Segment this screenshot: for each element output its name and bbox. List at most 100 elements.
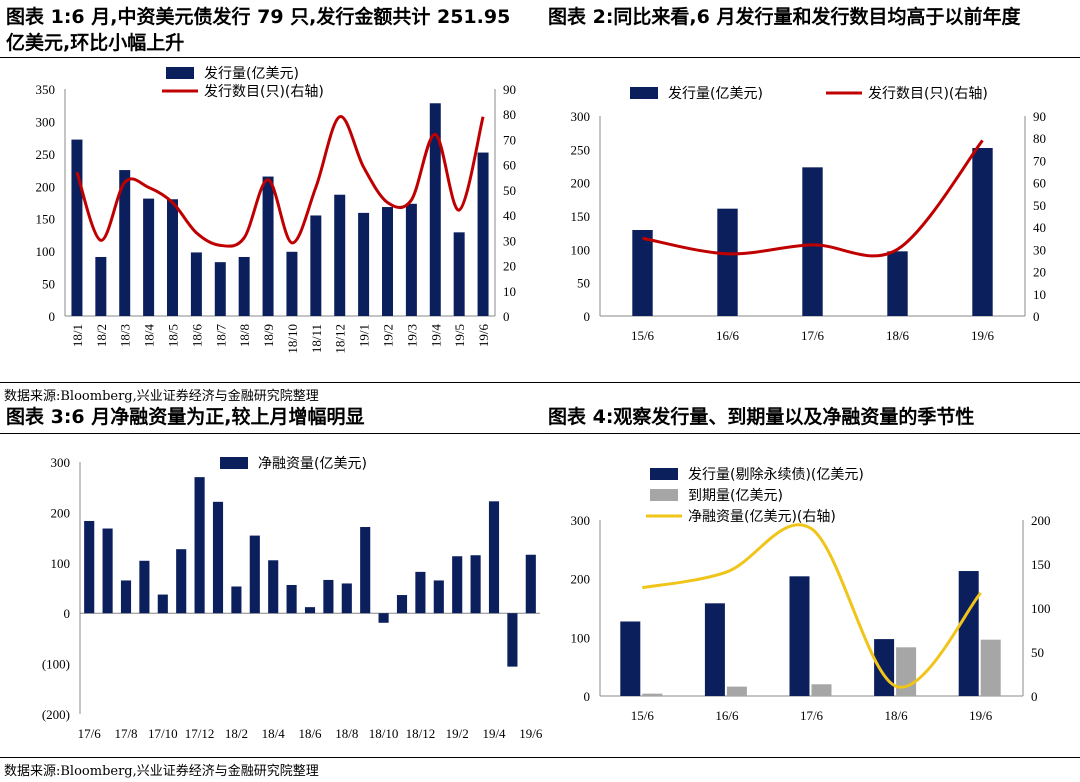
legend-swatch: [220, 457, 248, 469]
legend-swatch: [650, 489, 678, 501]
bar: [429, 103, 441, 316]
bar: [642, 693, 663, 696]
x-tick-label: 19/6: [971, 328, 995, 343]
bar: [433, 580, 444, 614]
bar: [382, 207, 393, 316]
y2-tick-label: 40: [503, 208, 516, 223]
y-tick-label: 200: [571, 572, 591, 587]
y2-tick-label: 70: [1033, 153, 1046, 168]
x-tick-label: 18/5: [166, 324, 181, 347]
x-tick-label: 19/4: [482, 726, 506, 741]
y-tick-label: 100: [571, 242, 591, 257]
legend-label: 发行数目(只)(右轴): [204, 84, 324, 100]
y-tick-label: 100: [36, 244, 56, 259]
y2-tick-label: 0: [1033, 309, 1040, 324]
y-tick-label: 100: [571, 630, 591, 645]
bar: [477, 152, 489, 316]
bar: [286, 251, 298, 316]
bar: [632, 230, 653, 316]
y-tick-label: 250: [36, 147, 56, 162]
chart2-issuance-june-yoy: 0 50 100 150 200 250 300 0 10 20 30 40 50 60 70 80 90 15/…: [571, 86, 1047, 343]
x-tick-label: 19/6: [519, 726, 543, 741]
y2-tick-label: 0: [503, 309, 510, 324]
y2-tick-label: 10: [503, 284, 516, 299]
source-note-top: 数据来源:Bloomberg,兴业证券经济与金融研究院整理: [4, 389, 319, 404]
chart1-title: 图表 1:6 月,中资美元债发行 79 只,发行金额共计 251.95 亿美元,…: [6, 6, 511, 54]
chart1-issuance-monthly: 0 50 100 150 200 250 300 350 0 10 20 30 40 50 60 70 80 90…: [36, 66, 517, 354]
bar: [102, 528, 113, 614]
y2-tick-label: 20: [1033, 265, 1046, 280]
bar: [238, 256, 250, 316]
x-tick-label: 17/6: [801, 328, 825, 343]
bar: [726, 686, 747, 696]
y-tick-label: 250: [571, 142, 591, 157]
x-tick-label: 18/4: [142, 324, 157, 348]
y-tick-label: 0: [584, 309, 591, 324]
x-tick-label: 18/2: [94, 324, 109, 347]
y2-tick-label: 80: [503, 107, 516, 122]
x-tick-label: 15/6: [631, 708, 655, 723]
bottom-divider: [0, 757, 1080, 758]
y-tick-label: 200: [571, 176, 591, 191]
bar: [249, 535, 260, 614]
bar: [453, 232, 465, 316]
bar: [507, 613, 518, 667]
bar: [119, 170, 131, 316]
x-tick-label: 19/4: [428, 324, 443, 348]
x-tick-label: 18/6: [885, 708, 909, 723]
bar: [789, 576, 810, 696]
bar: [176, 549, 187, 614]
y2-tick-label: 30: [1033, 242, 1046, 257]
y-tick-label: 300: [571, 513, 591, 528]
x-tick-label: 18/9: [261, 324, 276, 347]
legend-swatch: [630, 87, 658, 99]
y-tick-label: 350: [36, 82, 56, 97]
y2-tick-label: 50: [503, 183, 516, 198]
chart4-title: 图表 4:观察发行量、到期量以及净融资量的季节性: [548, 406, 975, 428]
bar: [120, 580, 132, 614]
bar: [405, 203, 417, 316]
chart3-net-financing: (200) (100) 0 100 200 300 17/6 17/8 17/10 17/12 18…: [42, 455, 543, 741]
y-tick-label: 50: [42, 277, 55, 292]
y2-tick-label: 10: [1033, 287, 1046, 302]
bar: [378, 613, 389, 623]
bar: [811, 684, 832, 696]
y-tick-label: 200: [51, 505, 71, 520]
legend-label: 发行量(亿美元): [204, 66, 299, 82]
x-tick-label: 17/10: [148, 726, 178, 741]
chart4-seasonality: 0 100 200 300 0 50 100 150 200 15/6 16/6 17/6 18/6 19…: [571, 466, 1051, 723]
bar: [286, 584, 297, 614]
y-tick-label: 300: [51, 455, 71, 470]
x-tick-label: 17/8: [114, 726, 137, 741]
bar: [157, 594, 168, 614]
chart2-title: 图表 2:同比来看,6 月发行量和发行数目均高于以前年度: [548, 6, 1021, 28]
bar: [341, 583, 352, 614]
bar: [415, 571, 426, 614]
y-tick-label: 0: [64, 606, 71, 621]
top-divider: [0, 57, 1080, 58]
legend-label: 到期量(亿美元): [688, 488, 783, 504]
bar: [470, 555, 481, 614]
x-tick-label: 19/6: [476, 324, 491, 348]
x-tick-label: 18/6: [886, 328, 910, 343]
bar: [212, 501, 224, 614]
y2-tick-label: 50: [1031, 645, 1044, 660]
x-tick-label: 18/12: [406, 726, 436, 741]
x-tick-label: 19/5: [452, 324, 467, 347]
legend-swatch: [650, 468, 678, 480]
y2-tick-label: 60: [1033, 176, 1046, 191]
bar: [268, 560, 279, 614]
bar: [620, 621, 641, 696]
y2-tick-label: 70: [503, 132, 516, 147]
y-tick-label: 150: [571, 209, 591, 224]
x-tick-label: 17/6: [800, 708, 824, 723]
x-tick-label: 18/1: [70, 324, 85, 347]
bar: [488, 501, 500, 614]
bar: [323, 579, 334, 614]
x-tick-label: 15/6: [631, 328, 655, 343]
series-line: [642, 139, 984, 258]
legend-label: 发行量(亿美元): [668, 86, 763, 102]
y2-tick-label: 20: [503, 259, 516, 274]
y2-tick-label: 90: [503, 82, 516, 97]
bar: [84, 520, 95, 614]
